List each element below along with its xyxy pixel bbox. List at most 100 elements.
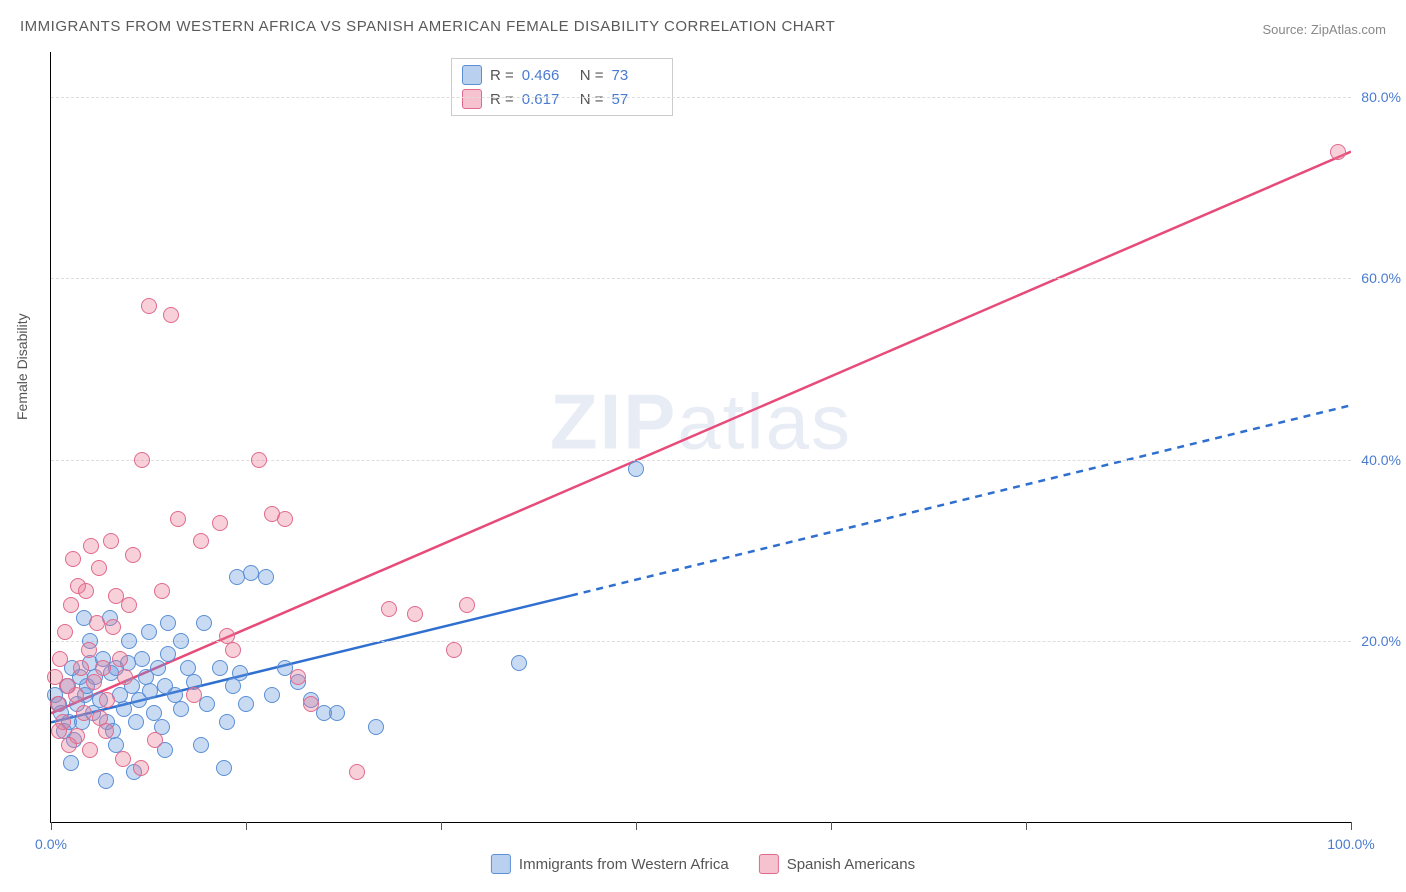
scatter-point (57, 624, 73, 640)
scatter-point (99, 692, 115, 708)
scatter-point (134, 452, 150, 468)
gridline (51, 278, 1351, 279)
legend-swatch (462, 89, 482, 109)
source-attribution: Source: ZipAtlas.com (1262, 22, 1386, 37)
scatter-point (407, 606, 423, 622)
scatter-point (91, 560, 107, 576)
scatter-point (212, 660, 228, 676)
gridline (51, 641, 1351, 642)
source-link[interactable]: ZipAtlas.com (1311, 22, 1386, 37)
scatter-point (121, 597, 137, 613)
gridline (51, 97, 1351, 98)
scatter-point (52, 651, 68, 667)
x-tick (831, 822, 832, 830)
x-tick (246, 822, 247, 830)
y-tick-label: 20.0% (1361, 633, 1401, 649)
scatter-point (258, 569, 274, 585)
scatter-point (63, 755, 79, 771)
x-tick (1026, 822, 1027, 830)
scatter-point (264, 687, 280, 703)
y-tick-label: 40.0% (1361, 452, 1401, 468)
x-tick (636, 822, 637, 830)
scatter-point (160, 615, 176, 631)
scatter-point (112, 651, 128, 667)
stats-legend-row: R =0.466N =73 (462, 63, 662, 87)
scatter-point (173, 633, 189, 649)
scatter-point (76, 705, 92, 721)
chart-title: IMMIGRANTS FROM WESTERN AFRICA VS SPANIS… (20, 18, 835, 35)
scatter-point (78, 583, 94, 599)
legend-label: Spanish Americans (787, 856, 915, 873)
scatter-point (92, 710, 108, 726)
scatter-point (116, 701, 132, 717)
scatter-point (290, 669, 306, 685)
y-axis-label: Female Disability (14, 313, 30, 420)
scatter-point (329, 705, 345, 721)
scatter-point (133, 760, 149, 776)
scatter-point (61, 737, 77, 753)
scatter-point (212, 515, 228, 531)
y-tick-label: 80.0% (1361, 89, 1401, 105)
scatter-point (163, 307, 179, 323)
scatter-point (128, 714, 144, 730)
scatter-point (196, 615, 212, 631)
legend-item: Spanish Americans (759, 854, 915, 874)
legend-swatch (491, 854, 511, 874)
bottom-legend: Immigrants from Western Africa Spanish Am… (491, 854, 915, 874)
scatter-point (186, 687, 202, 703)
scatter-point (103, 533, 119, 549)
scatter-point (225, 642, 241, 658)
scatter-point (141, 298, 157, 314)
scatter-point (232, 665, 248, 681)
scatter-point (219, 714, 235, 730)
scatter-point (115, 751, 131, 767)
scatter-point (150, 660, 166, 676)
scatter-point (95, 660, 111, 676)
scatter-point (98, 773, 114, 789)
scatter-point (125, 547, 141, 563)
legend-swatch (759, 854, 779, 874)
scatter-point (511, 655, 527, 671)
scatter-point (368, 719, 384, 735)
scatter-point (86, 674, 102, 690)
scatter-point (349, 764, 365, 780)
scatter-point (82, 742, 98, 758)
scatter-point (83, 538, 99, 554)
scatter-point (238, 696, 254, 712)
y-tick-label: 60.0% (1361, 270, 1401, 286)
scatter-point (193, 737, 209, 753)
scatter-point (199, 696, 215, 712)
scatter-point (73, 660, 89, 676)
scatter-point (193, 533, 209, 549)
scatter-point (121, 633, 137, 649)
scatter-point (381, 601, 397, 617)
stats-legend-row: R =0.617N =57 (462, 87, 662, 111)
scatter-point (1330, 144, 1346, 160)
watermark: ZIPatlas (550, 376, 852, 467)
scatter-point (134, 651, 150, 667)
scatter-point (173, 701, 189, 717)
scatter-point (89, 615, 105, 631)
x-tick (441, 822, 442, 830)
scatter-point (117, 669, 133, 685)
scatter-point (160, 646, 176, 662)
scatter-point (142, 683, 158, 699)
scatter-point (147, 732, 163, 748)
scatter-point (277, 511, 293, 527)
scatter-point (65, 551, 81, 567)
scatter-point (303, 696, 319, 712)
scatter-point (154, 583, 170, 599)
scatter-point (251, 452, 267, 468)
scatter-point (81, 642, 97, 658)
scatter-point (170, 511, 186, 527)
x-tick (1351, 822, 1352, 830)
scatter-point (68, 687, 84, 703)
scatter-point (141, 624, 157, 640)
scatter-point (216, 760, 232, 776)
legend-item: Immigrants from Western Africa (491, 854, 729, 874)
x-tick (51, 822, 52, 830)
stats-legend: R =0.466N =73R =0.617N =57 (451, 58, 673, 116)
legend-swatch (462, 65, 482, 85)
scatter-point (63, 597, 79, 613)
x-tick-label: 0.0% (35, 836, 67, 852)
